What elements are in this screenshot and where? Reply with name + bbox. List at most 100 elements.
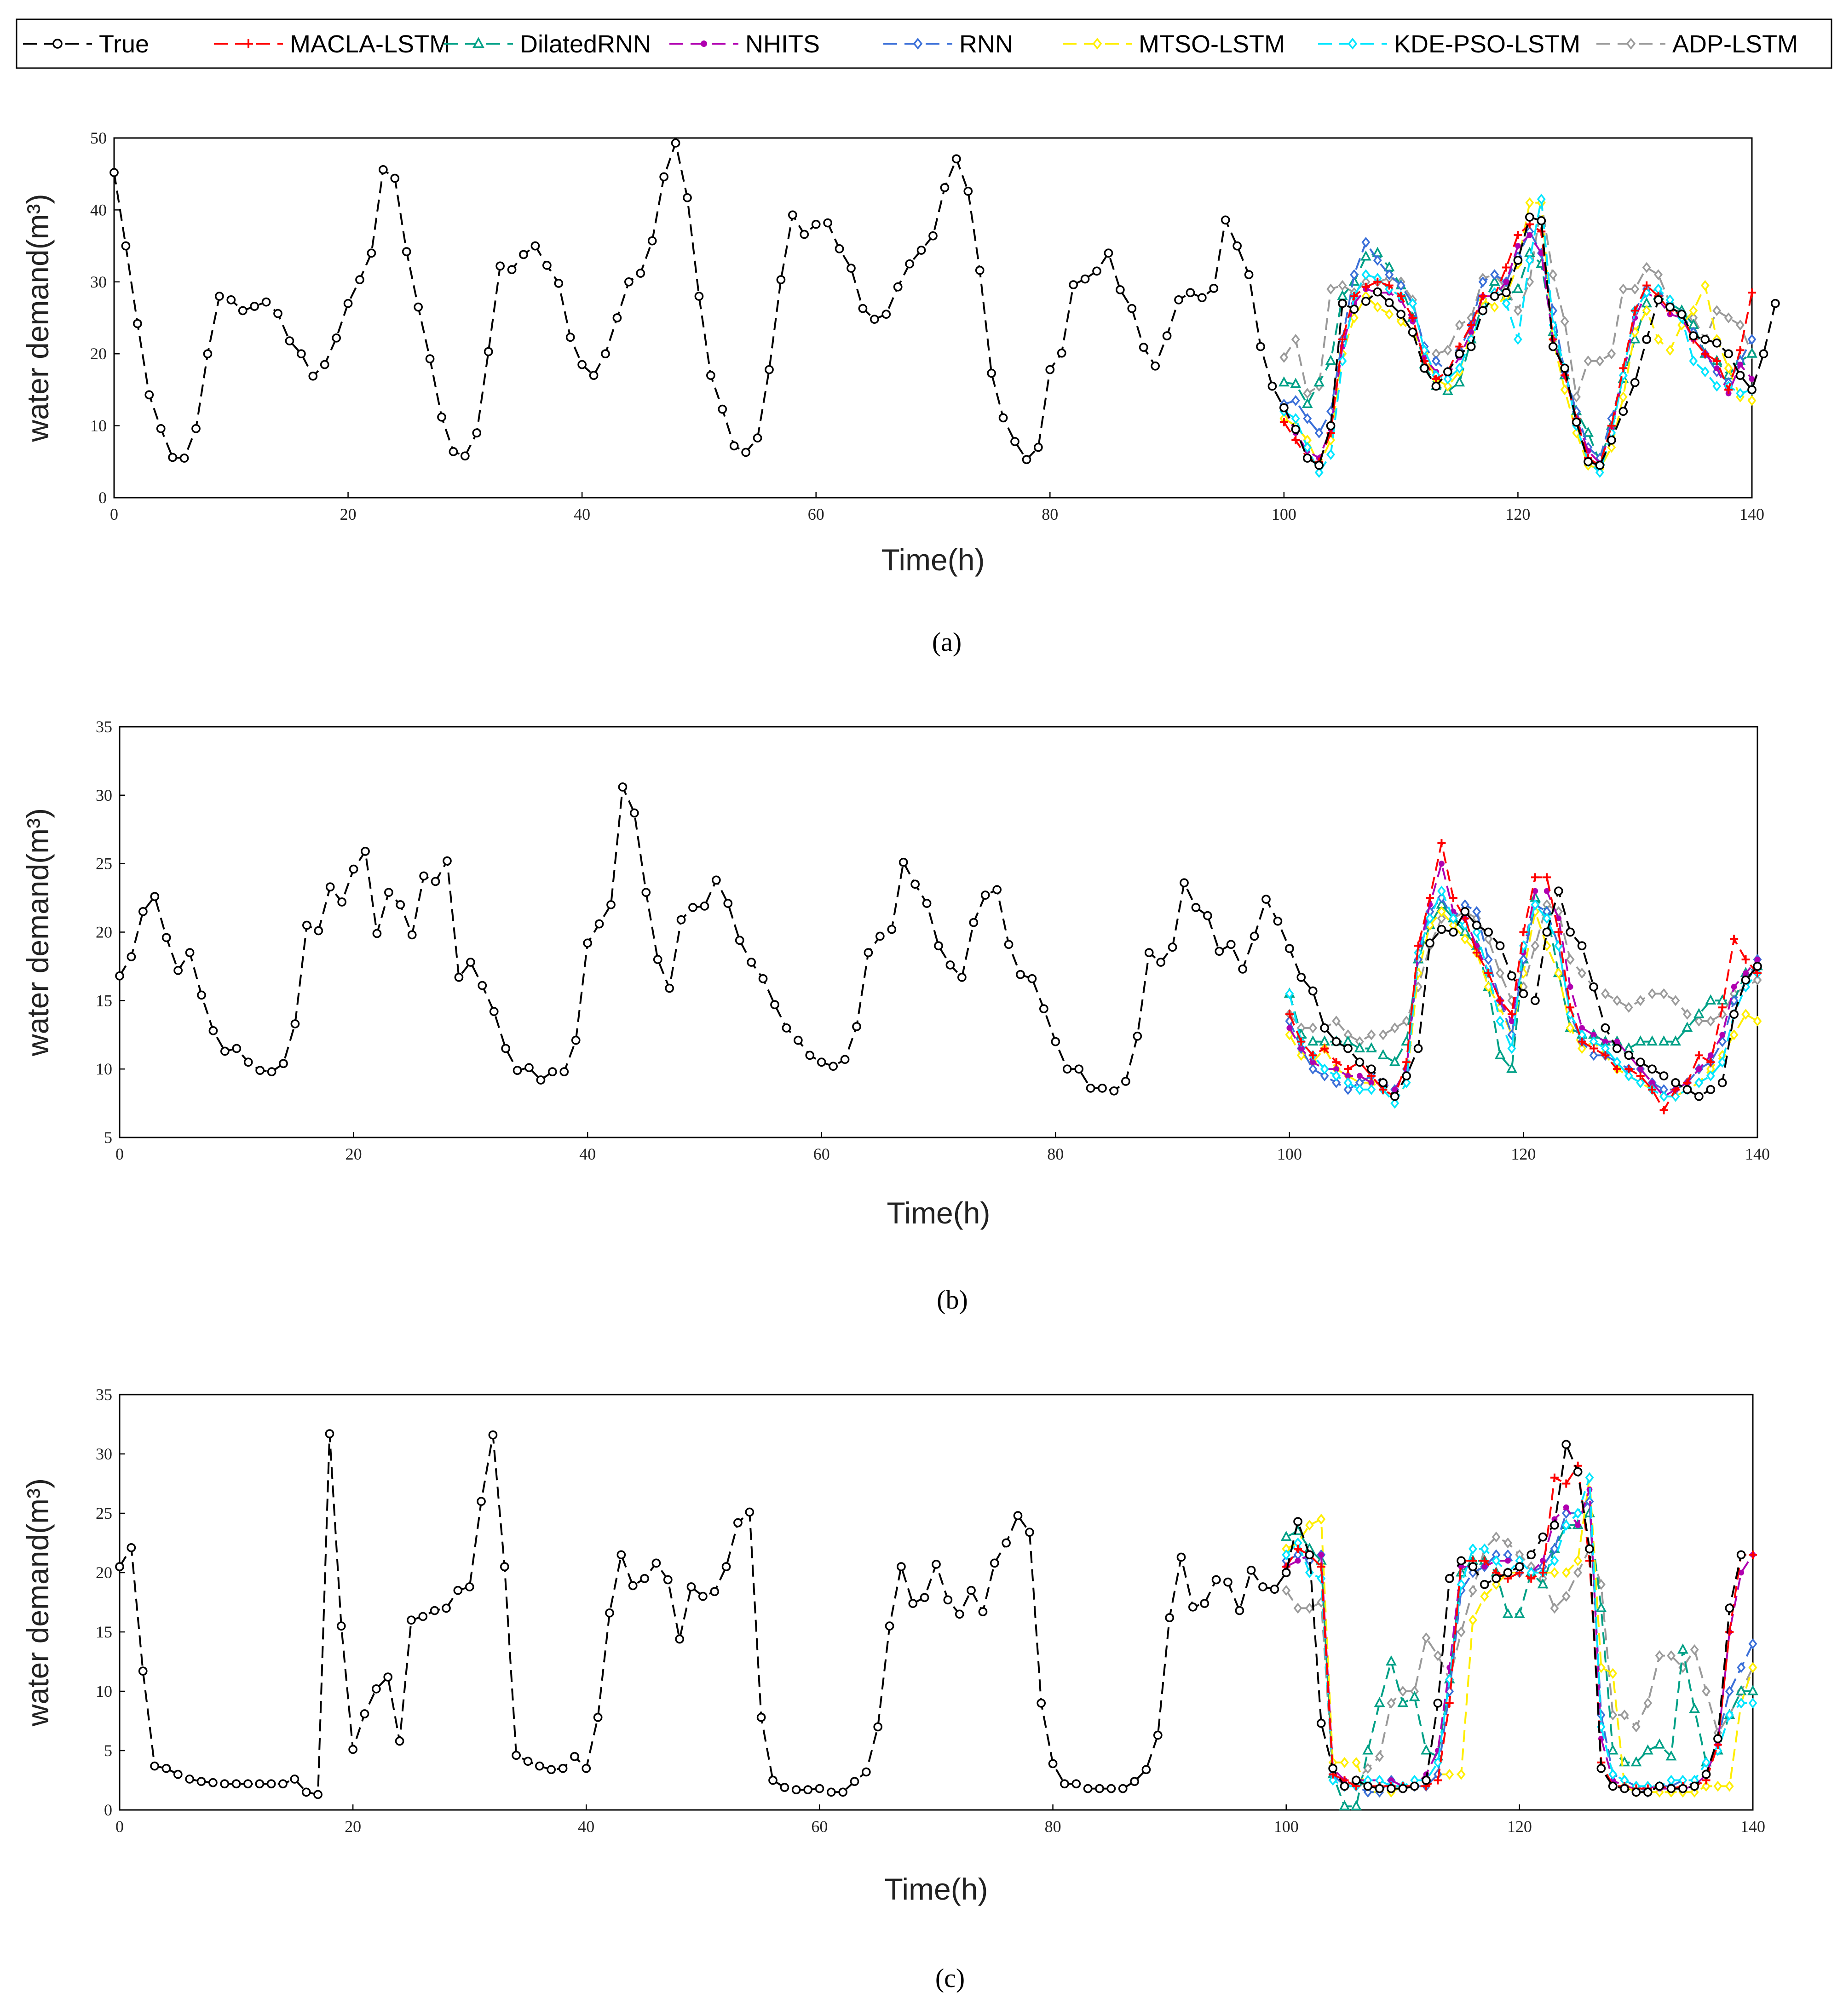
data-point [1630,306,1639,315]
data-point [1326,449,1336,460]
data-point [1716,994,1728,1005]
data-point [1577,941,1587,951]
data-point [523,1757,533,1766]
data-point [558,1763,568,1773]
data-point [955,1609,964,1619]
data-point [1367,1064,1376,1074]
data-point [1246,1565,1256,1575]
data-point [1455,319,1464,331]
data-point [1320,1044,1329,1053]
data-point [1624,1051,1634,1060]
data-point [1340,1781,1349,1791]
data-point [1308,1051,1317,1060]
data-point [1583,426,1594,437]
data-point [1295,1557,1301,1564]
x-tick-label: 60 [811,1817,828,1836]
y-tick-label: 15 [96,991,112,1010]
series-mtso-lstm [1282,1472,1757,1798]
legend-marker [52,39,63,49]
series-dilatedrnn [1278,247,1757,466]
data-point [1718,1003,1727,1012]
data-point [343,299,353,308]
data-point [583,938,592,948]
data-point [1454,376,1465,387]
data-point [1654,269,1663,280]
series-line [1285,1489,1754,1790]
data-point [1665,345,1675,356]
plot-frame [119,726,1758,1138]
data-point [1537,194,1546,205]
data-point [712,875,721,885]
data-point [1753,974,1762,986]
data-point [803,1785,812,1794]
data-point [454,972,464,982]
data-point [969,918,979,927]
data-point [1302,454,1312,463]
data-point [1506,1063,1517,1073]
data-point [501,1044,510,1053]
legend-marker [913,38,923,50]
data-point [431,877,440,886]
data-point [250,302,259,311]
data-point [443,856,452,866]
data-point [161,933,171,942]
data-point [1629,333,1641,344]
data-point [1690,1644,1699,1655]
data-point [1666,1784,1676,1793]
data-point [683,193,692,202]
data-point [1509,1018,1515,1024]
data-point [1690,1786,1699,1798]
data-point [1270,1585,1279,1594]
data-point [641,888,651,897]
data-point [1104,248,1113,258]
data-point [1437,906,1446,917]
data-point [220,1779,230,1789]
data-point [297,349,306,359]
data-point [1495,941,1505,951]
data-point [800,230,809,239]
data-point [1303,388,1312,399]
data-point [1563,1504,1569,1511]
data-point [1373,277,1382,286]
data-point [1367,1029,1376,1040]
data-point [1165,1613,1174,1622]
data-point [1712,356,1721,365]
data-point [530,241,540,251]
series-line [1288,896,1758,1072]
data-point [893,282,903,292]
data-point [745,1507,754,1517]
data-point [278,1779,288,1789]
data-point [1578,967,1587,979]
data-point [1729,1029,1739,1040]
data-point [1349,269,1359,280]
data-point [1467,321,1475,329]
data-point [1332,1016,1341,1027]
data-point [1363,1781,1373,1791]
data-point [1339,1800,1350,1810]
data-point [862,1767,871,1777]
data-point [144,390,154,400]
data-point [1729,1010,1739,1019]
x-tick-label: 0 [115,1145,124,1163]
data-point [1635,1035,1646,1046]
x-tick-label: 140 [1739,505,1764,523]
data-point [1753,962,1762,971]
data-point [1057,348,1066,358]
data-point [1671,1078,1680,1087]
data-point [255,1779,265,1789]
data-point [1746,347,1757,358]
data-point [1209,284,1219,293]
data-point [1550,1555,1559,1567]
data-point [1624,1002,1633,1013]
data-point [967,1585,976,1595]
data-point [156,424,166,433]
legend-label: True [99,30,149,58]
data-point [612,313,622,322]
data-point [267,1067,276,1076]
data-point [150,1761,159,1771]
data-point [630,808,639,818]
data-point [1636,1057,1645,1067]
data-point [1013,1511,1023,1521]
data-point [1211,1575,1221,1585]
data-point [1343,1044,1353,1053]
